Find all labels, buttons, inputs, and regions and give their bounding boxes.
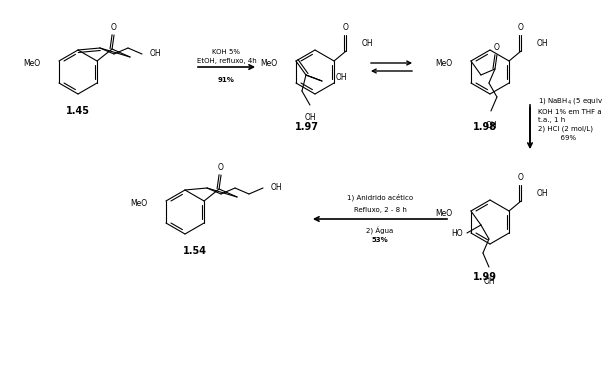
Text: HO: HO xyxy=(452,229,463,237)
Text: OH: OH xyxy=(271,184,282,193)
Text: OH: OH xyxy=(537,39,548,47)
Text: 1.45: 1.45 xyxy=(66,106,90,116)
Text: 53%: 53% xyxy=(371,237,388,243)
Text: Refluxo, 2 - 8 h: Refluxo, 2 - 8 h xyxy=(353,207,406,213)
Text: 1) Anidrido acético: 1) Anidrido acético xyxy=(347,193,413,201)
Text: O: O xyxy=(518,172,524,182)
Text: O: O xyxy=(111,22,117,32)
Text: 1.97: 1.97 xyxy=(295,122,319,132)
Text: 1.98: 1.98 xyxy=(473,122,497,132)
Text: OH: OH xyxy=(362,39,374,47)
Text: O: O xyxy=(343,22,349,32)
Text: OH: OH xyxy=(483,277,495,286)
Text: 91%: 91% xyxy=(218,77,235,83)
Text: MeO: MeO xyxy=(23,59,40,69)
Text: 1.54: 1.54 xyxy=(183,246,207,256)
Text: OH: OH xyxy=(304,113,316,122)
Text: O: O xyxy=(218,163,224,171)
Text: OH: OH xyxy=(150,50,161,58)
Text: KOH 5%: KOH 5% xyxy=(213,49,241,55)
Text: O: O xyxy=(494,43,500,51)
Text: MeO: MeO xyxy=(130,200,147,208)
Text: MeO: MeO xyxy=(435,210,452,218)
Text: 1.99: 1.99 xyxy=(473,272,497,282)
Text: OH: OH xyxy=(336,73,347,81)
Text: O: O xyxy=(518,22,524,32)
Text: MeO: MeO xyxy=(435,59,452,69)
Text: OH: OH xyxy=(485,121,497,130)
Text: OH: OH xyxy=(537,189,548,197)
Text: MeO: MeO xyxy=(260,59,277,69)
Text: 2) Água: 2) Água xyxy=(367,227,394,235)
Text: EtOH, refluxo, 4h: EtOH, refluxo, 4h xyxy=(197,58,256,64)
Text: 1) NaBH$_4$ (5 equiv)
KOH 1% em THF anidro
t.a., 1 h
2) HCl (2 mol/L)
          : 1) NaBH$_4$ (5 equiv) KOH 1% em THF anid… xyxy=(538,96,602,141)
